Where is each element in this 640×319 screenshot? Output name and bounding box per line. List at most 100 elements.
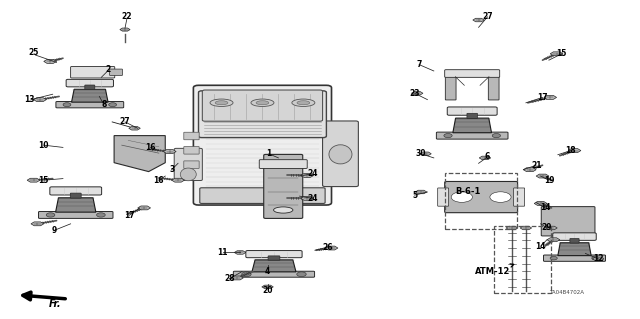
Text: 6: 6 bbox=[485, 152, 490, 161]
Text: 25: 25 bbox=[28, 48, 38, 57]
Text: 12: 12 bbox=[593, 254, 604, 263]
FancyBboxPatch shape bbox=[264, 154, 303, 219]
Ellipse shape bbox=[210, 99, 233, 107]
Polygon shape bbox=[420, 152, 431, 155]
FancyBboxPatch shape bbox=[184, 146, 199, 154]
Polygon shape bbox=[536, 174, 549, 178]
Ellipse shape bbox=[273, 207, 293, 213]
Text: 17: 17 bbox=[537, 93, 548, 102]
Polygon shape bbox=[547, 238, 560, 242]
Text: 22: 22 bbox=[122, 12, 132, 21]
Polygon shape bbox=[506, 226, 518, 230]
FancyBboxPatch shape bbox=[56, 101, 124, 108]
FancyBboxPatch shape bbox=[202, 90, 323, 121]
Ellipse shape bbox=[329, 145, 352, 164]
Text: 15: 15 bbox=[557, 49, 567, 58]
FancyBboxPatch shape bbox=[200, 188, 325, 204]
FancyBboxPatch shape bbox=[174, 148, 202, 181]
Polygon shape bbox=[558, 243, 591, 256]
Polygon shape bbox=[301, 197, 314, 200]
Polygon shape bbox=[138, 206, 150, 210]
Polygon shape bbox=[163, 150, 176, 153]
FancyBboxPatch shape bbox=[570, 239, 579, 243]
Polygon shape bbox=[568, 149, 581, 152]
Ellipse shape bbox=[297, 101, 310, 105]
Text: 16: 16 bbox=[145, 143, 156, 152]
Polygon shape bbox=[453, 118, 492, 133]
Polygon shape bbox=[56, 198, 96, 212]
Text: 29: 29 bbox=[541, 224, 552, 233]
Text: ATM-12: ATM-12 bbox=[475, 264, 514, 276]
FancyBboxPatch shape bbox=[543, 255, 605, 261]
Text: 21: 21 bbox=[531, 161, 541, 170]
Circle shape bbox=[242, 272, 251, 277]
Circle shape bbox=[444, 134, 452, 138]
Text: 27: 27 bbox=[120, 117, 131, 126]
Polygon shape bbox=[252, 260, 296, 272]
Ellipse shape bbox=[251, 99, 274, 107]
Polygon shape bbox=[230, 276, 243, 280]
Ellipse shape bbox=[292, 99, 315, 107]
Polygon shape bbox=[415, 190, 427, 194]
Circle shape bbox=[97, 213, 105, 217]
Polygon shape bbox=[72, 89, 108, 102]
Text: 16: 16 bbox=[154, 176, 164, 185]
Polygon shape bbox=[234, 251, 246, 254]
Polygon shape bbox=[120, 28, 130, 31]
FancyBboxPatch shape bbox=[50, 187, 102, 195]
Circle shape bbox=[490, 192, 511, 202]
FancyBboxPatch shape bbox=[553, 233, 596, 240]
Polygon shape bbox=[473, 18, 484, 22]
Circle shape bbox=[46, 213, 55, 217]
Text: TA04B4702A: TA04B4702A bbox=[548, 290, 584, 295]
Circle shape bbox=[109, 103, 116, 107]
FancyBboxPatch shape bbox=[488, 76, 499, 100]
Polygon shape bbox=[44, 59, 56, 63]
Text: 10: 10 bbox=[38, 141, 49, 150]
Text: 19: 19 bbox=[543, 176, 554, 185]
Polygon shape bbox=[301, 174, 314, 177]
FancyBboxPatch shape bbox=[445, 70, 500, 77]
FancyBboxPatch shape bbox=[514, 188, 525, 206]
Text: 3: 3 bbox=[169, 165, 174, 174]
Text: 2: 2 bbox=[105, 65, 110, 74]
FancyBboxPatch shape bbox=[85, 85, 95, 90]
Text: B-6-1: B-6-1 bbox=[456, 188, 481, 197]
Polygon shape bbox=[262, 285, 273, 289]
FancyBboxPatch shape bbox=[541, 207, 595, 236]
Text: 17: 17 bbox=[124, 211, 135, 220]
Polygon shape bbox=[544, 95, 557, 99]
Polygon shape bbox=[479, 156, 491, 160]
Circle shape bbox=[550, 256, 557, 260]
Text: 13: 13 bbox=[24, 95, 35, 104]
Ellipse shape bbox=[180, 168, 196, 181]
Text: 26: 26 bbox=[323, 242, 333, 252]
Text: 9: 9 bbox=[52, 226, 57, 235]
Text: 24: 24 bbox=[307, 194, 317, 203]
Text: 14: 14 bbox=[535, 241, 546, 251]
FancyBboxPatch shape bbox=[70, 67, 115, 78]
Polygon shape bbox=[33, 98, 46, 101]
Text: 14: 14 bbox=[540, 204, 550, 212]
Text: 30: 30 bbox=[416, 149, 426, 158]
Polygon shape bbox=[172, 178, 184, 182]
Polygon shape bbox=[546, 226, 557, 230]
Text: 24: 24 bbox=[307, 169, 317, 178]
Polygon shape bbox=[520, 226, 532, 230]
Text: 11: 11 bbox=[218, 248, 228, 257]
Circle shape bbox=[592, 256, 599, 260]
Polygon shape bbox=[550, 52, 563, 56]
Polygon shape bbox=[593, 257, 604, 261]
Text: 7: 7 bbox=[417, 60, 422, 69]
Text: 5: 5 bbox=[412, 191, 417, 200]
Polygon shape bbox=[524, 168, 536, 172]
FancyBboxPatch shape bbox=[66, 79, 113, 87]
Text: 27: 27 bbox=[482, 12, 493, 21]
Text: 20: 20 bbox=[262, 286, 273, 295]
Text: 1: 1 bbox=[266, 149, 271, 158]
FancyBboxPatch shape bbox=[184, 161, 199, 168]
Text: 8: 8 bbox=[101, 100, 106, 109]
Text: 23: 23 bbox=[410, 89, 420, 98]
FancyBboxPatch shape bbox=[467, 113, 477, 118]
FancyBboxPatch shape bbox=[109, 69, 122, 75]
